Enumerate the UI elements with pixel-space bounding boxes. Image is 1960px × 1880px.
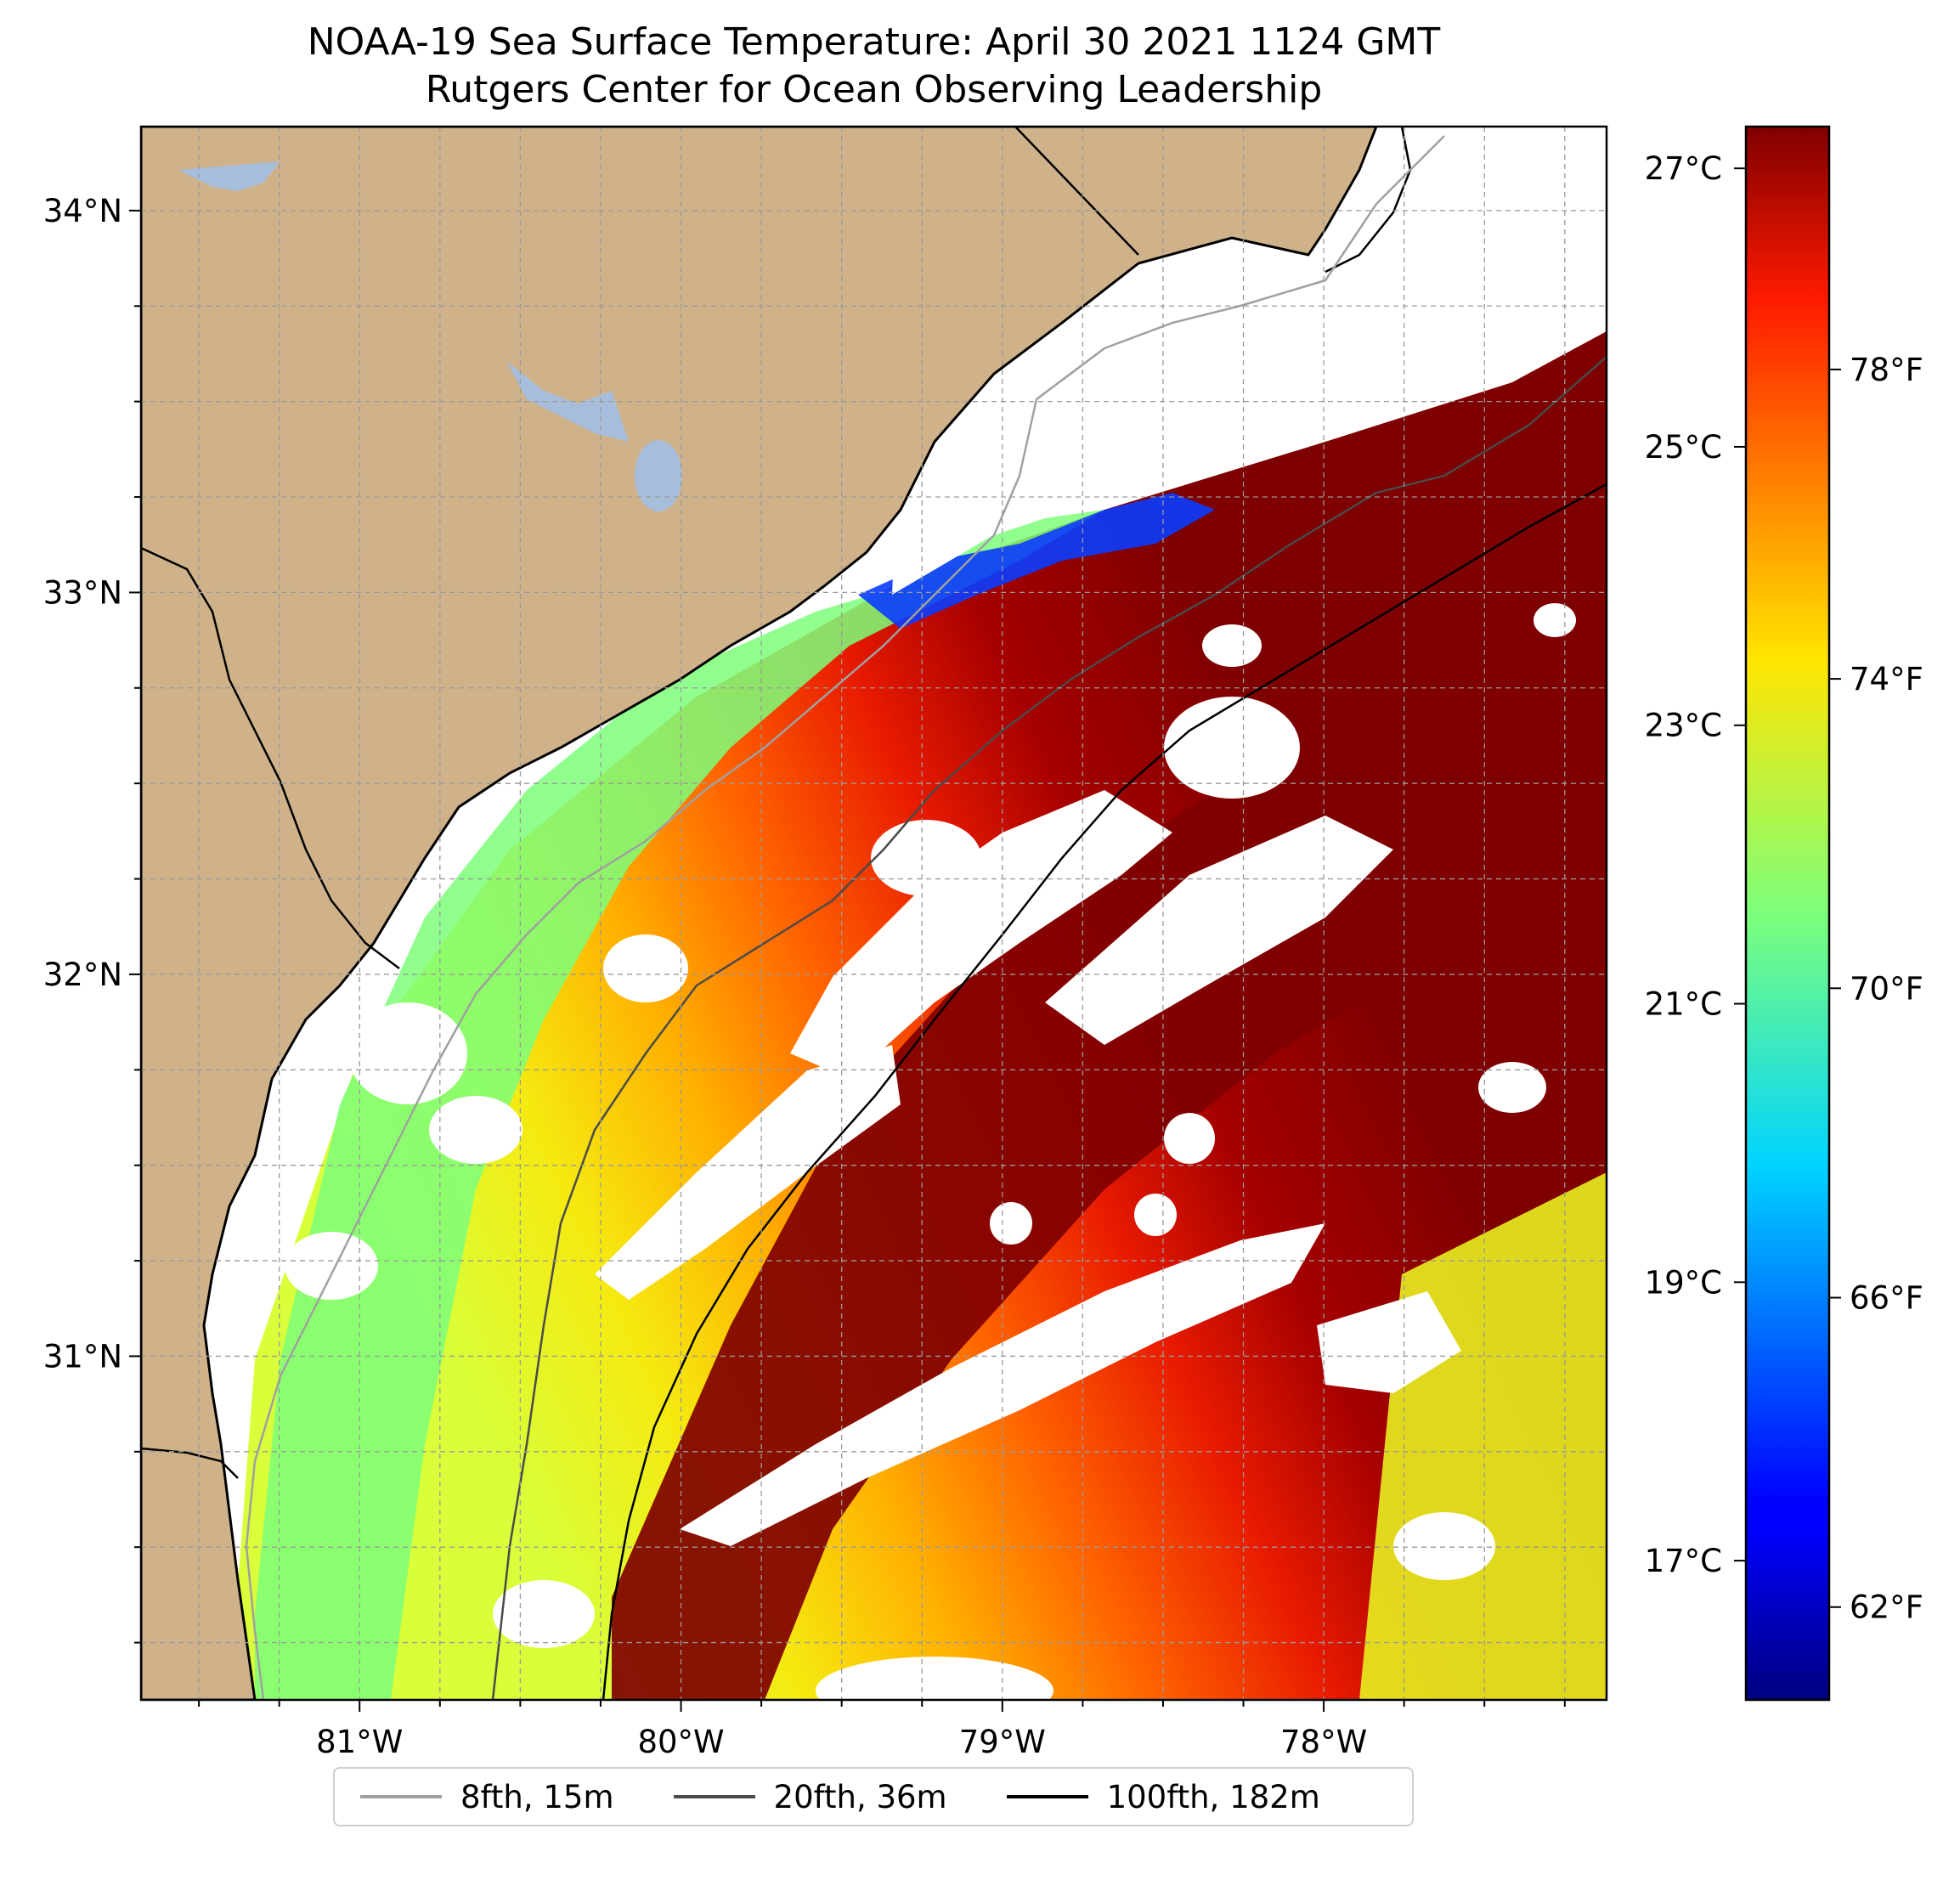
colorbar-celsius-ticks: 27°C 25°C 23°C 21°C 19°C 17°C [1645,150,1746,1579]
map-title: NOAA-19 Sea Surface Temperature: April 3… [307,20,1441,64]
legend-swatch-8fth [360,1795,442,1798]
lon-tick-label: 78°W [1280,1724,1367,1760]
fahrenheit-tick-label: 78°F [1850,352,1923,388]
sst-field-nearshore [255,510,1104,1700]
colorbar [1744,125,1831,1702]
lon-tick-label: 79°W [959,1724,1046,1760]
latitude-ticks: 34°N 33°N 32°N 31°N [43,193,141,1644]
state-borders [141,127,1139,1479]
lat-tick-label: 32°N [43,957,122,993]
legend-label-8fth: 8fth, 15m [460,1778,614,1815]
coast-outline [1325,127,1412,274]
celsius-tick-label: 27°C [1645,150,1722,187]
legend-swatch-100fth [1006,1795,1088,1798]
lon-tick-label: 80°W [637,1724,724,1760]
isobath-8fth [245,135,1445,1700]
lat-tick-label: 33°N [43,574,122,611]
fahrenheit-tick-label: 66°F [1850,1280,1923,1317]
colorbar-fahrenheit-ticks: 78°F 74°F 70°F 66°F 62°F [1829,352,1923,1626]
celsius-tick-label: 25°C [1645,429,1722,466]
legend-label-100fth: 100fth, 182m [1106,1778,1320,1815]
isobath-20fth [491,356,1607,1700]
map-subtitle: Rutgers Center for Ocean Observing Leade… [425,68,1323,111]
longitude-ticks: 81°W 80°W 79°W 78°W [198,1700,1566,1760]
map-panel [141,127,1607,1700]
lat-tick-label: 31°N [43,1338,122,1375]
legend-label-20fth: 20fth, 36m [773,1778,947,1815]
map-frame [139,125,1608,1702]
lon-tick-label: 81°W [316,1724,403,1760]
legend-item-100fth: 100fth, 182m [1006,1778,1320,1815]
sst-field-cold-patch [858,493,1215,629]
legend-swatch-20fth [673,1795,755,1798]
celsius-tick-label: 23°C [1645,708,1722,744]
isobaths [245,135,1607,1700]
celsius-tick-label: 19°C [1645,1264,1722,1301]
isobath-legend: 8fth, 15m 20fth, 36m 100fth, 182m [333,1767,1414,1826]
lat-tick-label: 34°N [43,193,122,229]
celsius-tick-label: 21°C [1645,986,1722,1023]
inland-lakes [178,161,682,511]
fahrenheit-tick-label: 74°F [1850,661,1923,697]
fahrenheit-tick-label: 70°F [1850,970,1923,1007]
fahrenheit-tick-label: 62°F [1850,1589,1923,1626]
gridlines [141,127,1607,1700]
legend-item-20fth: 20fth, 36m [673,1778,947,1815]
legend-item-8fth: 8fth, 15m [360,1779,614,1815]
land-mass [141,127,1378,1700]
isobath-100fth [602,483,1607,1700]
celsius-tick-label: 17°C [1645,1543,1722,1579]
